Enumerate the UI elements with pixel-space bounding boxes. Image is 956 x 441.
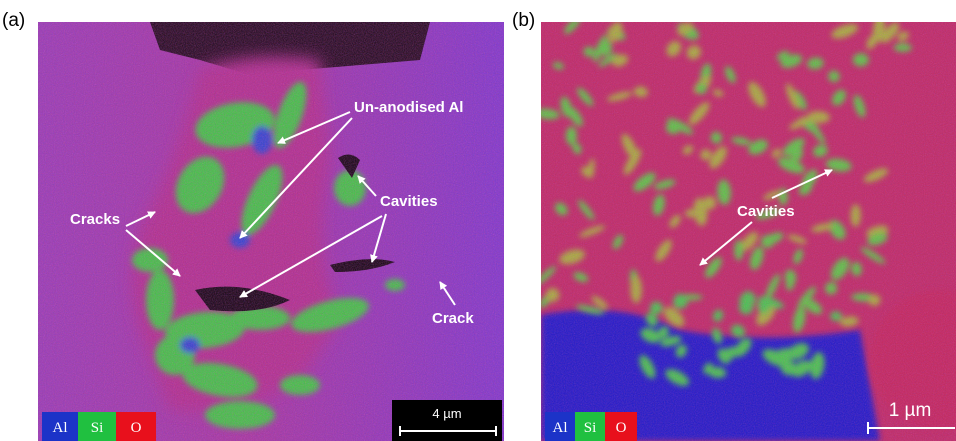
label-text: O (131, 420, 142, 436)
label-text: Cavities (737, 203, 795, 220)
figure: (a) (b) Un-anodised Al Cavities Cracks C… (0, 0, 956, 441)
label-text: Cavities (380, 193, 438, 210)
legend-b: Al Si O (545, 412, 637, 441)
label-text: Un-anodised Al (354, 99, 463, 116)
label-text: Si (584, 420, 597, 436)
panel-a-image (38, 22, 504, 441)
label-text: Al (553, 420, 568, 436)
label-text: 1 µm (889, 400, 932, 421)
label-text: Si (91, 420, 104, 436)
label-text: Cracks (70, 211, 120, 228)
image-region (38, 22, 504, 441)
page: (a) (b) Un-anodised Al Cavities Cracks C… (0, 0, 956, 441)
label-text: (a) (2, 10, 25, 31)
label-text: Al (53, 420, 68, 436)
scale-bar-a: 4 µm (392, 400, 502, 441)
label-text: 4 µm (432, 406, 461, 421)
label-text: (b) (512, 10, 535, 31)
image-region (541, 22, 956, 441)
label-text: Crack (432, 310, 474, 327)
label-text: O (616, 420, 627, 436)
legend-a: Al Si O (42, 412, 156, 441)
